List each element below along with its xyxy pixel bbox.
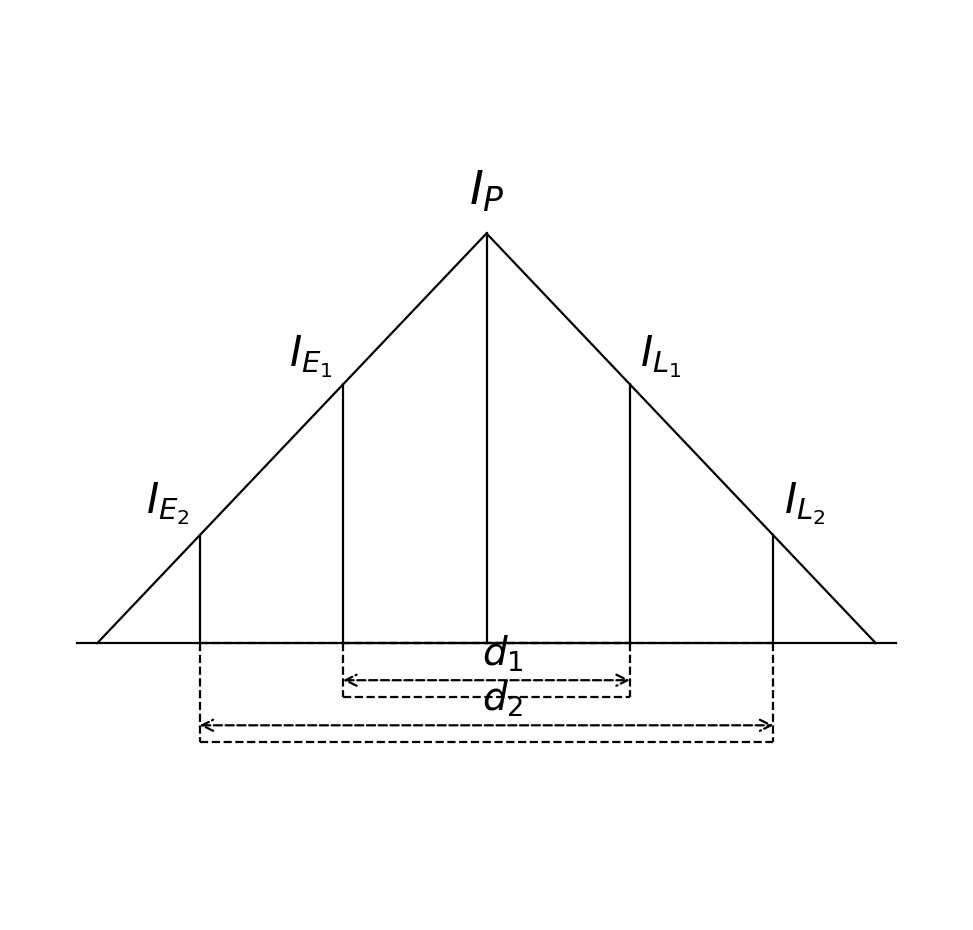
Text: $d_1$: $d_1$ <box>483 633 523 674</box>
Text: $\mathit{I}_{E_2}$: $\mathit{I}_{E_2}$ <box>146 481 190 527</box>
Text: $\mathit{I}_{L_1}$: $\mathit{I}_{L_1}$ <box>640 334 682 380</box>
Text: $d_2$: $d_2$ <box>483 679 523 719</box>
Text: $\mathit{I}_P$: $\mathit{I}_P$ <box>469 169 504 215</box>
Text: $\mathit{I}_{E_1}$: $\mathit{I}_{E_1}$ <box>289 334 333 380</box>
Text: $\mathit{I}_{L_2}$: $\mathit{I}_{L_2}$ <box>783 481 825 527</box>
